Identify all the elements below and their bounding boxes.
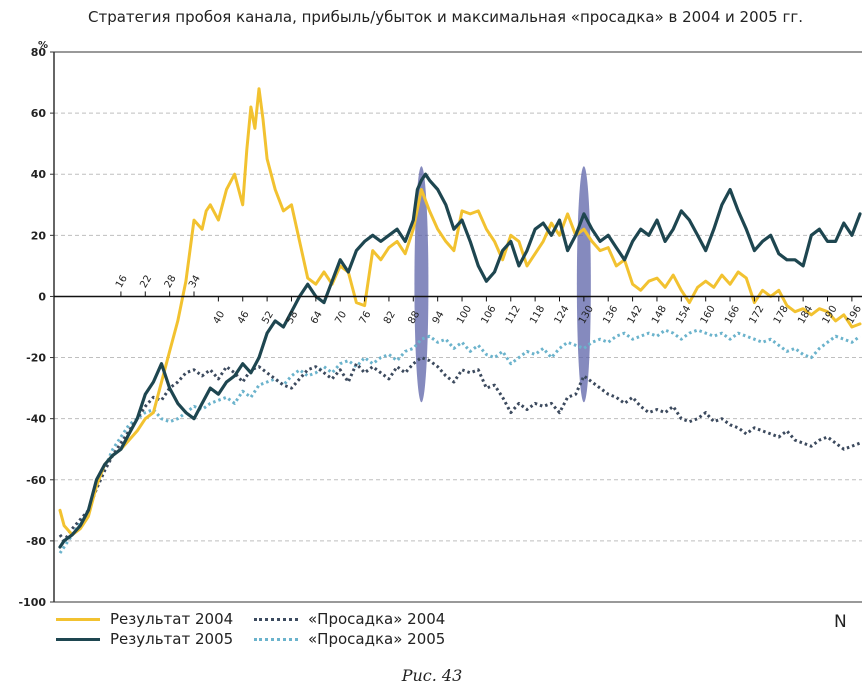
legend-item-drawdown-2004: «Просадка» 2004	[254, 609, 445, 629]
x-tick-label: 142	[626, 304, 645, 326]
y-tick-label: -100	[18, 596, 46, 609]
x-tick-label: 160	[699, 304, 718, 326]
x-tick-label: 124	[553, 304, 572, 326]
x-tick-label: 196	[845, 304, 864, 326]
legend-item-result-2005: Результат 2005	[56, 629, 233, 649]
y-tick-label: -80	[26, 535, 46, 548]
x-tick-label: 154	[674, 304, 693, 326]
y-tick-label: -60	[26, 474, 46, 487]
legend-swatch	[56, 637, 100, 641]
legend-label: Результат 2005	[110, 630, 234, 648]
legend-item-drawdown-2005: «Просадка» 2005	[254, 629, 445, 649]
series-line-4	[58, 328, 861, 554]
x-tick-label: 148	[650, 304, 669, 326]
x-tick-label: 64	[309, 309, 325, 326]
x-tick-label: 112	[504, 304, 523, 326]
x-tick-label: 118	[528, 304, 547, 326]
highlight-ellipse	[576, 166, 591, 403]
y-axis: 80 60 40 20 0 -20 -40 -60 -80 -100	[18, 46, 862, 609]
x-tick-label: 166	[723, 304, 742, 326]
x-axis-label: N	[834, 612, 847, 632]
x-tick-label: 136	[601, 304, 620, 326]
x-tick-label: 52	[260, 309, 276, 326]
series-line-1	[58, 87, 862, 537]
y-tick-label: 80	[31, 46, 47, 59]
x-tick-label: 94	[431, 309, 447, 326]
legend-label: «Просадка» 2004	[308, 610, 446, 628]
x-tick-label: 28	[163, 273, 179, 290]
x-tick-label: 82	[382, 309, 398, 326]
x-tick-label: 100	[455, 304, 474, 326]
figure-caption: Рис. 43	[401, 666, 463, 685]
legend-label: «Просадка» 2005	[308, 630, 446, 648]
y-tick-label: -40	[26, 413, 46, 426]
x-axis: 16 22 28 34 40 46 52 58 64 70 76 82 88 94 100 106 112 118…	[54, 273, 864, 326]
y-tick-label: 20	[31, 229, 47, 242]
x-tick-label: 22	[138, 273, 154, 290]
y-tick-label: 60	[31, 107, 47, 120]
y-axis-unit: %	[38, 40, 49, 51]
legend-label: Результат 2004	[110, 610, 234, 628]
highlight-ellipse	[414, 166, 429, 403]
x-tick-label: 16	[114, 273, 130, 290]
x-tick-label: 40	[211, 309, 227, 326]
x-tick-label: 34	[187, 273, 203, 290]
x-tick-label: 46	[236, 309, 252, 326]
y-tick-label: 40	[31, 168, 47, 181]
series-lines	[58, 87, 862, 554]
legend-swatch	[56, 617, 100, 621]
legend-swatch	[254, 617, 298, 621]
x-tick-label: 172	[747, 304, 766, 326]
x-tick-label: 88	[406, 309, 422, 326]
x-tick-label: 58	[285, 309, 301, 326]
x-tick-label: 76	[358, 309, 374, 326]
series-line-2	[58, 172, 862, 549]
legend-right: «Просадка» 2004 «Просадка» 2005	[254, 609, 445, 649]
x-tick-label: 70	[333, 309, 349, 326]
y-tick-label: -20	[26, 352, 46, 365]
x-tick-label: 106	[479, 304, 498, 326]
highlight-ellipses	[414, 166, 591, 403]
x-tick-label: 190	[821, 304, 840, 326]
y-tick-label: 0	[38, 290, 46, 303]
legend-swatch	[254, 637, 298, 641]
legend-left: Результат 2004 Результат 2005	[56, 609, 233, 649]
chart-title: Стратегия пробоя канала, прибыль/убыток …	[88, 8, 804, 26]
series-line-3	[58, 356, 861, 543]
legend-item-result-2004: Результат 2004	[56, 609, 233, 629]
